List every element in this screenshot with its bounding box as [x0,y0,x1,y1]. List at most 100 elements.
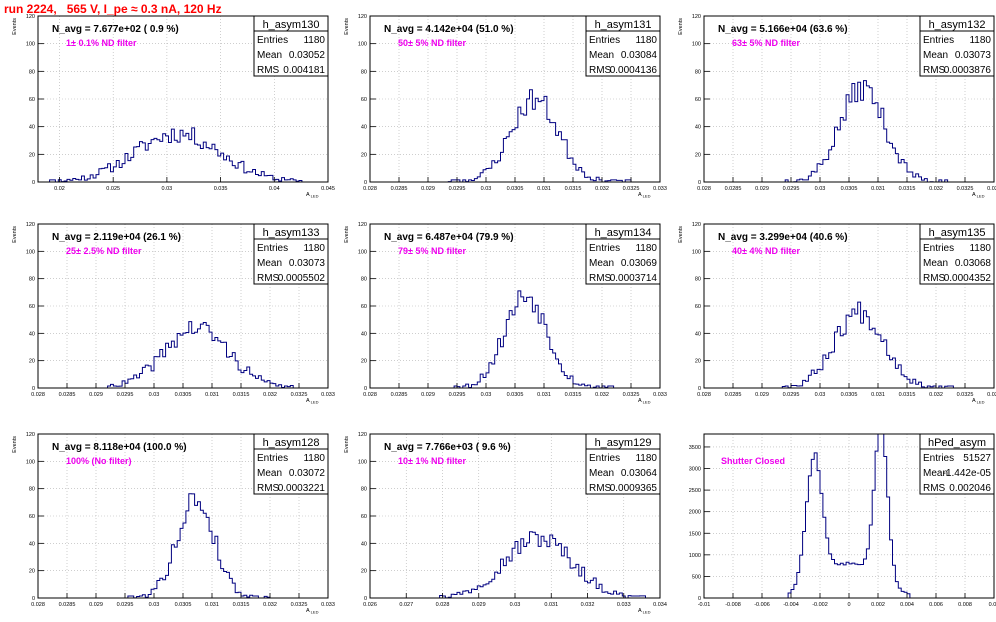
y-tick-label: 120 [358,14,367,20]
stats-box-title: h_asym134 [595,227,652,239]
x-tick-label: 0.0305 [507,392,524,398]
x-tick-label: 0.032 [581,602,595,608]
x-tick-label: -0.006 [754,602,770,608]
stats-label: Entries [589,243,620,254]
stats-box-title: h_asym130 [263,19,320,31]
stats-value: 1180 [969,243,991,254]
y-tick-label: 20 [695,152,701,158]
histogram-line [38,321,328,389]
y-tick-label: 20 [695,359,701,365]
stats-label: Entries [923,243,954,254]
x-tick-label: 0.029 [472,602,486,608]
x-axis-label: ALED [972,398,985,405]
y-tick-label: 60 [29,304,35,310]
y-axis-label: Events [344,226,350,243]
navg-text: N_avg = 5.166e+04 (63.6 %) [718,24,848,35]
navg-text: N_avg = 4.142e+04 (51.0 %) [384,24,514,35]
filter-annotation: 40± 4% ND filter [732,246,800,256]
stats-label: Mean [923,258,948,269]
stats-value: 0.03069 [621,258,658,269]
x-tick-label: 0.031 [537,392,551,398]
y-tick-label: 0 [698,180,701,186]
y-tick-label: 100 [358,459,367,465]
x-tick-label: 0.0305 [175,602,192,608]
stats-label: Mean [589,258,614,269]
x-tick-label: 0.0295 [783,392,800,398]
x-tick-label: 0.03 [481,186,492,192]
stats-box-title: h_asym133 [263,227,320,239]
stats-label: RMS [923,273,946,284]
y-tick-label: 120 [692,222,701,228]
stats-label: Mean [923,50,948,61]
x-tick-label: 0.029 [421,392,435,398]
x-tick-label: 0.03 [149,392,160,398]
x-tick-label: 0.027 [399,602,413,608]
y-tick-label: 40 [29,541,35,547]
stats-value: -1.442e-05 [943,468,992,479]
y-tick-label: 0 [364,596,367,602]
y-tick-label: 0 [32,386,35,392]
x-tick-label: 0.008 [958,602,972,608]
y-axis-label: Events [344,18,350,35]
stats-box-title: hPed_asym [928,437,986,449]
stats-box [919,223,995,285]
x-tick-label: 0.028 [31,602,45,608]
y-tick-label: 100 [358,42,367,48]
y-tick-label: 100 [692,42,701,48]
x-tick-label: 0.0325 [623,392,640,398]
x-tick-label: 0.028 [436,602,450,608]
x-tick-label: 0.028 [363,392,377,398]
y-tick-label: 20 [361,359,367,365]
y-tick-label: 100 [26,459,35,465]
x-tick-label: 0.033 [653,392,667,398]
stats-value: 0.03064 [621,468,658,479]
stats-value: 51527 [963,453,991,464]
stats-label: RMS [923,483,946,494]
stats-label: Entries [589,453,620,464]
y-tick-label: 40 [29,331,35,337]
y-tick-label: 80 [29,69,35,75]
stats-box [253,15,329,77]
navg-text: N_avg = 7.766e+03 ( 9.6 %) [384,442,511,453]
stats-value: 0.0005502 [278,273,326,284]
stats-box [253,223,329,285]
y-tick-label: 100 [26,42,35,48]
x-tick-label: 0.031 [871,392,885,398]
y-tick-label: 120 [26,432,35,438]
y-axis-label: Events [12,18,18,35]
y-tick-label: 1000 [689,553,701,559]
navg-text: N_avg = 7.677e+02 ( 0.9 %) [52,24,179,35]
y-tick-label: 60 [29,514,35,520]
x-tick-label: 0.0305 [841,186,858,192]
x-tick-label: 0 [847,602,850,608]
stats-label: Entries [257,453,288,464]
y-tick-label: 120 [358,222,367,228]
stats-value: 1180 [969,35,991,46]
x-axis-label: ALED [638,398,651,405]
stats-label: RMS [257,273,280,284]
y-tick-label: 40 [361,331,367,337]
x-tick-label: 0.0325 [623,186,640,192]
x-tick-label: 0.034 [653,602,667,608]
y-tick-label: 80 [361,487,367,493]
y-tick-label: 60 [361,514,367,520]
y-tick-label: 80 [29,487,35,493]
filter-annotation: 63± 5% ND filter [732,38,800,48]
y-tick-label: 2500 [689,488,701,494]
y-axis-label: Events [344,436,350,453]
y-tick-label: 120 [26,222,35,228]
x-tick-label: 0.0295 [449,392,466,398]
stats-value: 0.0003714 [610,273,658,284]
x-axis-label: ALED [638,192,651,199]
y-tick-label: 20 [29,152,35,158]
y-tick-label: 40 [695,125,701,131]
x-tick-label: 0.031 [871,186,885,192]
x-axis-label: ALED [306,398,319,405]
stats-value: 0.03073 [289,258,326,269]
x-tick-label: 0.0325 [957,186,974,192]
x-tick-label: 0.0295 [449,186,466,192]
stats-label: Mean [589,468,614,479]
x-tick-label: 0.0315 [565,392,582,398]
y-tick-label: 80 [361,69,367,75]
y-tick-label: 80 [695,69,701,75]
